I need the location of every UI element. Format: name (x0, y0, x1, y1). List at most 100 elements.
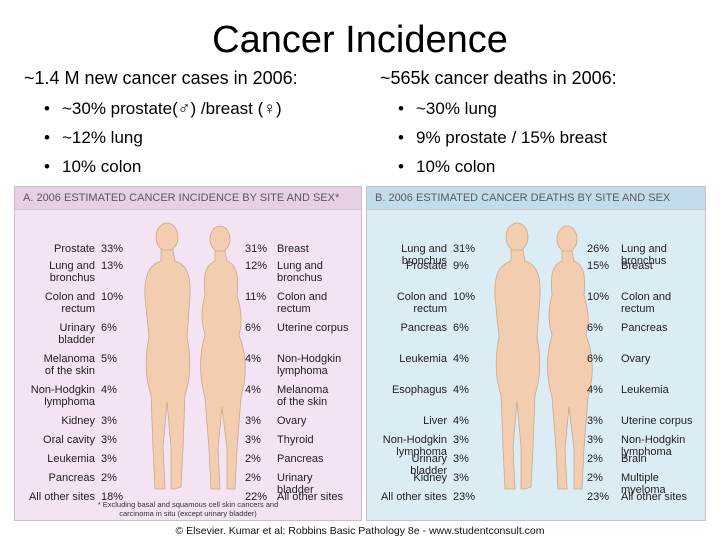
site-percentage: 3% (101, 453, 117, 465)
site-percentage: 3% (101, 434, 117, 446)
site-label: Non-Hodgkin lymphoma (621, 434, 686, 458)
site-label: Colon and rectum (621, 291, 672, 315)
left-bullet: 10% colon (44, 152, 282, 181)
site-percentage: 3% (101, 415, 117, 427)
site-label: Multiple myeloma (621, 472, 666, 496)
site-percentage: 6% (245, 322, 261, 334)
site-percentage: 5% (101, 353, 117, 365)
site-label: Pancreas (621, 322, 668, 334)
site-percentage: 3% (587, 415, 603, 427)
site-percentage: 23% (453, 491, 476, 503)
body-silhouettes-figure (494, 222, 593, 490)
site-label: Breast (621, 260, 653, 272)
site-percentage: 9% (453, 260, 469, 272)
site-label: Lung and bronchus (277, 260, 323, 284)
site-percentage: 6% (453, 322, 469, 334)
site-percentage: 4% (453, 353, 469, 365)
site-label: Lung and bronchus (401, 243, 447, 267)
site-label: Pancreas (400, 322, 447, 334)
site-label: Esophagus (391, 384, 447, 396)
site-label: Uterine corpus (621, 415, 693, 427)
site-label: Prostate (406, 260, 447, 272)
site-percentage: 3% (587, 434, 603, 446)
site-percentage: 4% (245, 353, 261, 365)
left-bullet: ~12% lung (44, 123, 282, 152)
site-percentage: 2% (587, 453, 603, 465)
site-label: Leukemia (399, 353, 447, 365)
left-bullet: ~30% prostate(♂) /breast (♀) (44, 94, 282, 123)
site-label: Urinary bladder (410, 453, 447, 477)
right-bullet: 10% colon (398, 152, 607, 181)
site-percentage: 2% (245, 453, 261, 465)
site-label: Colon and rectum (396, 291, 447, 315)
site-percentage: 10% (453, 291, 476, 303)
site-label: Uterine corpus (277, 322, 349, 334)
site-percentage: 4% (587, 384, 603, 396)
left-bullets: ~30% prostate(♂) /breast (♀) ~12% lung 1… (44, 94, 282, 181)
site-label: All other sites (28, 491, 95, 503)
site-label: Brain (621, 453, 647, 465)
site-label: Leukemia (47, 453, 95, 465)
site-label: Melanoma of the skin (43, 353, 95, 377)
site-percentage: 22% (245, 491, 268, 503)
site-percentage: 2% (587, 472, 603, 484)
slide-title: Cancer Incidence (212, 19, 508, 61)
right-bullets: ~30% lung 9% prostate / 15% breast 10% c… (398, 94, 607, 181)
incidence-footnote: * Excluding basal and squamous cell skin… (97, 500, 279, 518)
site-percentage: 12% (245, 260, 268, 272)
copyright-credit: © Elsevier. Kumar et al: Robbins Basic P… (175, 525, 545, 537)
site-percentage: 18% (101, 491, 124, 503)
site-percentage: 4% (101, 384, 117, 396)
site-percentage: 10% (101, 291, 124, 303)
right-heading: ~565k cancer deaths in 2006: (380, 68, 617, 88)
site-percentage: 2% (101, 472, 117, 484)
site-percentage: 4% (245, 384, 261, 396)
site-label: Non-Hodgkin lymphoma (382, 434, 447, 458)
site-label: Kidney (61, 415, 95, 427)
deaths-panel: B. 2006 ESTIMATED CANCER DEATHS BY SITE … (366, 186, 706, 521)
site-percentage: 3% (245, 415, 261, 427)
site-label: Ovary (621, 353, 651, 365)
site-label: All other sites (380, 491, 447, 503)
site-percentage: 3% (453, 434, 469, 446)
right-bullet: ~30% lung (398, 94, 607, 123)
site-label: Leukemia (621, 384, 669, 396)
deaths-panel-header: B. 2006 ESTIMATED CANCER DEATHS BY SITE … (367, 187, 705, 210)
site-percentage: 33% (101, 243, 124, 255)
site-percentage: 31% (453, 243, 476, 255)
site-percentage: 23% (587, 491, 610, 503)
site-label: Breast (277, 243, 309, 255)
site-label: All other sites (277, 491, 344, 503)
site-label: Ovary (277, 415, 307, 427)
site-percentage: 11% (245, 291, 267, 303)
site-percentage: 6% (587, 322, 603, 334)
site-percentage: 2% (245, 472, 261, 484)
site-label: Urinary bladder (58, 322, 95, 346)
incidence-panel: A. 2006 ESTIMATED CANCER INCIDENCE BY SI… (14, 186, 362, 521)
site-label: Prostate (54, 243, 95, 255)
incidence-panel-header: A. 2006 ESTIMATED CANCER INCIDENCE BY SI… (15, 187, 361, 210)
site-label: Thyroid (277, 434, 314, 446)
site-percentage: 13% (101, 260, 124, 272)
site-label: Pancreas (277, 453, 324, 465)
site-percentage: 26% (587, 243, 610, 255)
site-label: Colon and rectum (277, 291, 328, 315)
site-label: Oral cavity (43, 434, 95, 446)
site-percentage: 4% (453, 384, 469, 396)
right-bullet: 9% prostate / 15% breast (398, 123, 607, 152)
site-label: Colon and rectum (44, 291, 95, 315)
left-heading: ~1.4 M new cancer cases in 2006: (24, 68, 298, 88)
site-percentage: 3% (453, 453, 469, 465)
body-silhouettes-figure (144, 222, 246, 490)
site-percentage: 15% (587, 260, 610, 272)
site-label: Kidney (413, 472, 447, 484)
site-label: Non-Hodgkin lymphoma (277, 353, 342, 377)
site-percentage: 6% (587, 353, 603, 365)
site-percentage: 10% (587, 291, 610, 303)
site-label: Liver (423, 415, 447, 427)
site-percentage: 3% (453, 472, 469, 484)
site-label: Urinary bladder (277, 472, 314, 496)
site-label: Lung and bronchus (621, 243, 667, 267)
site-percentage: 3% (245, 434, 261, 446)
site-label: Pancreas (48, 472, 95, 484)
